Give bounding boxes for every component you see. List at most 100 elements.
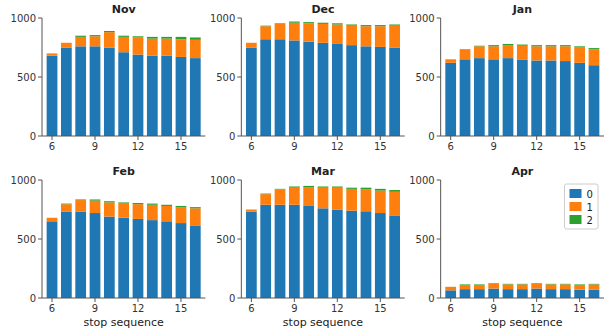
- x-axis-line: [42, 298, 205, 299]
- bar: [389, 26, 400, 48]
- bar: [574, 63, 585, 136]
- bar: [303, 23, 314, 41]
- bar: [176, 206, 187, 207]
- x-tick-label: 6: [448, 303, 454, 314]
- y-tick: [437, 136, 441, 137]
- x-tick: [137, 298, 138, 302]
- bar: [332, 188, 343, 210]
- bar: [133, 204, 144, 219]
- x-axis-label: stop sequence: [482, 316, 562, 329]
- bar: [589, 284, 600, 289]
- bar: [47, 221, 58, 298]
- bar: [531, 46, 542, 60]
- bar: [147, 205, 158, 220]
- bar: [546, 284, 557, 289]
- bar: [61, 212, 72, 298]
- legend-label: 2: [587, 215, 593, 226]
- x-tick: [180, 136, 181, 140]
- bar: [560, 61, 571, 136]
- panel: 05001000691215Jan: [409, 3, 604, 152]
- bar: [161, 39, 172, 56]
- bar: [445, 59, 456, 60]
- y-tick: [237, 136, 241, 137]
- bar: [190, 58, 201, 136]
- legend-box: [565, 184, 599, 229]
- x-tick-label: 6: [248, 303, 254, 314]
- x-axis-line: [441, 136, 604, 137]
- bar: [589, 65, 600, 136]
- panel: 05001000691215Febstop sequence: [11, 165, 206, 329]
- x-tick: [251, 298, 252, 302]
- bar: [61, 42, 72, 43]
- bar: [176, 207, 187, 223]
- x-tick-label: 6: [248, 141, 254, 152]
- y-tick-label: 500: [416, 234, 435, 245]
- x-tick-label: 15: [374, 303, 387, 314]
- y-tick-label: 0: [229, 293, 235, 304]
- y-axis-line: [42, 180, 43, 298]
- bar: [531, 283, 542, 285]
- bar: [246, 43, 257, 48]
- bar: [75, 36, 86, 37]
- y-tick: [38, 298, 42, 299]
- bar: [531, 289, 542, 298]
- y-tick: [38, 18, 42, 19]
- bar: [275, 188, 286, 190]
- bar: [75, 212, 86, 298]
- bar: [517, 46, 528, 60]
- bar: [474, 45, 485, 47]
- bar: [161, 206, 172, 221]
- bar: [361, 211, 372, 298]
- y-tick-label: 0: [229, 131, 235, 142]
- y-tick: [237, 18, 241, 19]
- bar: [531, 284, 542, 289]
- bar: [488, 45, 499, 46]
- bar: [445, 290, 456, 298]
- bar: [460, 49, 471, 51]
- x-tick-label: 15: [573, 141, 586, 152]
- bar: [190, 40, 201, 58]
- bar: [346, 188, 357, 189]
- bar: [460, 50, 471, 59]
- x-tick: [380, 298, 381, 302]
- y-tick-label: 1000: [409, 175, 434, 186]
- bar: [560, 284, 571, 289]
- bar: [546, 283, 557, 285]
- bar: [589, 49, 600, 65]
- legend-swatch: [570, 189, 582, 198]
- y-tick: [237, 298, 241, 299]
- bar: [503, 283, 514, 285]
- panel: 05001000691215Marstop sequence: [210, 165, 405, 329]
- bar: [546, 46, 557, 60]
- panel-title: Dec: [311, 3, 334, 16]
- bar: [246, 209, 257, 210]
- y-tick-label: 0: [30, 293, 36, 304]
- x-tick: [294, 136, 295, 140]
- bar: [445, 287, 456, 291]
- bar: [118, 218, 129, 298]
- bar: [332, 186, 343, 187]
- bar: [346, 211, 357, 298]
- bar: [517, 284, 528, 289]
- y-tick-label: 1000: [210, 175, 235, 186]
- y-tick-label: 1000: [409, 13, 434, 24]
- bar: [161, 37, 172, 39]
- bar: [161, 205, 172, 206]
- x-axis-line: [241, 298, 404, 299]
- bar: [133, 203, 144, 204]
- y-tick: [437, 18, 441, 19]
- x-tick: [251, 136, 252, 140]
- bar: [176, 39, 187, 57]
- bar: [318, 24, 329, 43]
- bar: [133, 36, 144, 37]
- bar: [75, 200, 86, 212]
- panel-title: Feb: [112, 165, 135, 178]
- figure: 05001000691215Nov05001000691215Dec050010…: [0, 0, 612, 334]
- bar: [289, 205, 300, 298]
- bar: [104, 48, 115, 137]
- y-tick: [38, 77, 42, 78]
- x-tick-label: 6: [448, 141, 454, 152]
- bar: [289, 22, 300, 23]
- bar: [318, 43, 329, 136]
- y-tick-label: 0: [30, 131, 36, 142]
